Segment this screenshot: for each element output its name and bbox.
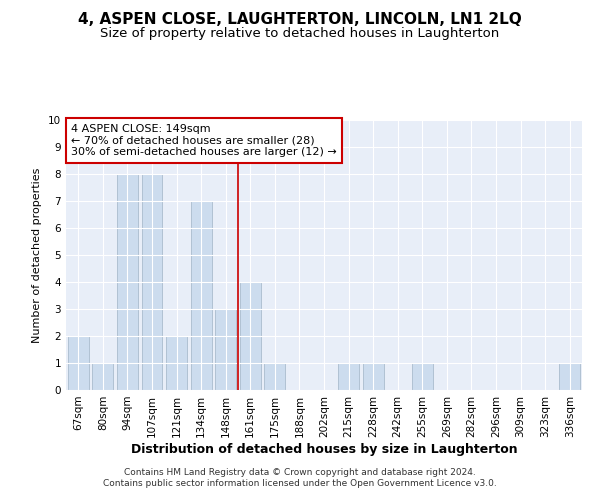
Text: Size of property relative to detached houses in Laughterton: Size of property relative to detached ho… bbox=[100, 28, 500, 40]
Bar bbox=[362, 363, 383, 390]
Bar bbox=[191, 201, 212, 390]
Bar bbox=[92, 363, 113, 390]
Bar bbox=[240, 282, 261, 390]
Text: 4, ASPEN CLOSE, LAUGHTERTON, LINCOLN, LN1 2LQ: 4, ASPEN CLOSE, LAUGHTERTON, LINCOLN, LN… bbox=[78, 12, 522, 28]
Bar bbox=[166, 336, 187, 390]
Bar bbox=[265, 363, 286, 390]
X-axis label: Distribution of detached houses by size in Laughterton: Distribution of detached houses by size … bbox=[131, 442, 517, 456]
Bar bbox=[215, 309, 236, 390]
Bar bbox=[117, 174, 138, 390]
Text: 4 ASPEN CLOSE: 149sqm
← 70% of detached houses are smaller (28)
30% of semi-deta: 4 ASPEN CLOSE: 149sqm ← 70% of detached … bbox=[71, 124, 337, 157]
Bar bbox=[412, 363, 433, 390]
Bar bbox=[68, 336, 89, 390]
Y-axis label: Number of detached properties: Number of detached properties bbox=[32, 168, 43, 342]
Text: Contains HM Land Registry data © Crown copyright and database right 2024.
Contai: Contains HM Land Registry data © Crown c… bbox=[103, 468, 497, 487]
Bar bbox=[559, 363, 580, 390]
Bar bbox=[338, 363, 359, 390]
Bar bbox=[142, 174, 163, 390]
